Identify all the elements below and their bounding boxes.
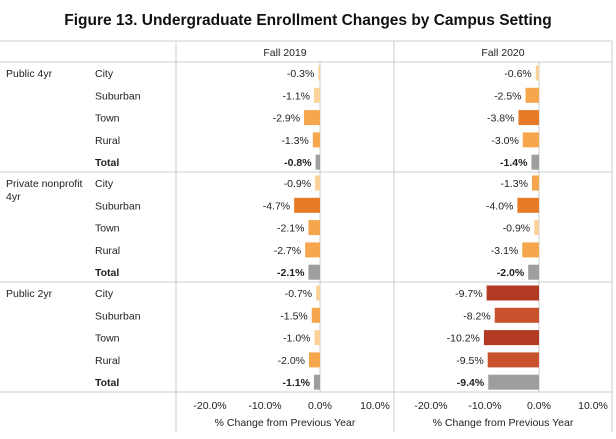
total-bar [528,264,539,280]
total-bar [531,154,539,170]
total-bar [488,374,539,390]
data-label: -8.2% [463,310,490,322]
data-label: -2.9% [273,113,300,125]
total-value-label: -1.1% [283,377,311,389]
row-label: Suburban [95,90,141,102]
row-label: Rural [95,355,120,367]
x-tick-label: -20.0% [193,400,226,412]
x-tick-label: -10.0% [248,400,281,412]
total-value-label: -2.0% [497,267,525,279]
bar [525,87,539,103]
total-value-label: -9.4% [457,377,485,389]
bar [312,132,320,148]
total-value-label: -2.1% [277,267,305,279]
data-label: -0.6% [504,68,531,80]
row-label-total: Total [95,377,119,389]
bar [522,242,539,258]
data-label: -0.9% [284,178,311,190]
data-label: -0.3% [287,68,314,80]
data-label: -2.1% [277,223,304,235]
data-label: -0.7% [285,288,312,300]
x-tick-label: 10.0% [360,400,390,412]
row-label: Rural [95,135,120,147]
bar [534,220,539,236]
bar [305,242,320,258]
data-label: -3.1% [491,245,518,257]
x-tick-label: 0.0% [527,400,551,412]
bar [531,175,539,191]
data-label: -9.7% [455,288,482,300]
bar [318,65,320,81]
row-label: Rural [95,245,120,257]
row-label: City [95,288,114,300]
row-label-total: Total [95,157,119,169]
bar [522,132,539,148]
row-label: Town [95,113,120,125]
row-label: Suburban [95,200,141,212]
bar [483,330,539,346]
x-tick-label: 10.0% [578,400,608,412]
data-label: -1.1% [283,90,310,102]
panel-header: Fall 2019 [263,47,306,59]
data-label: -1.5% [280,310,307,322]
x-axis-title: % Change from Previous Year [433,417,574,429]
bar [309,352,320,368]
bar [304,110,320,126]
bar [494,307,539,323]
data-label: -1.3% [281,135,308,147]
row-label: Town [95,223,120,235]
data-label: -3.0% [491,135,518,147]
total-bar [308,264,320,280]
row-label-total: Total [95,267,119,279]
total-bar [313,374,320,390]
x-tick-label: -10.0% [468,400,501,412]
data-label: -10.2% [447,333,480,345]
data-label: -2.0% [278,355,305,367]
data-label: -2.5% [494,90,521,102]
x-axis-title: % Change from Previous Year [215,417,356,429]
total-bar [315,154,320,170]
group-label: Private nonprofit [6,178,83,190]
bar [316,285,320,301]
data-label: -2.7% [274,245,301,257]
row-label: Town [95,333,120,345]
bar [311,307,320,323]
data-label: -3.8% [487,113,514,125]
bar [517,197,539,213]
bar [313,87,320,103]
bar [487,352,539,368]
group-label: Public 4yr [6,68,53,80]
bar [535,65,539,81]
bar [518,110,539,126]
row-label: Suburban [95,310,141,322]
data-label: -4.0% [486,200,513,212]
bar [486,285,539,301]
panel-header: Fall 2020 [481,47,524,59]
data-label: -1.3% [501,178,528,190]
bar [315,175,320,191]
total-value-label: -0.8% [284,157,312,169]
bar [294,197,320,213]
group-label: 4yr [6,191,21,203]
group-label: Public 2yr [6,288,53,300]
data-label: -4.7% [263,200,290,212]
data-label: -0.9% [503,223,530,235]
x-tick-label: 0.0% [308,400,332,412]
bar [308,220,320,236]
data-label: -1.0% [283,333,310,345]
row-label: City [95,68,114,80]
bar [314,330,320,346]
row-label: City [95,178,114,190]
total-value-label: -1.4% [500,157,528,169]
x-tick-label: -20.0% [414,400,447,412]
data-label: -9.5% [456,355,483,367]
chart-title: Figure 13. Undergraduate Enrollment Chan… [64,12,552,29]
